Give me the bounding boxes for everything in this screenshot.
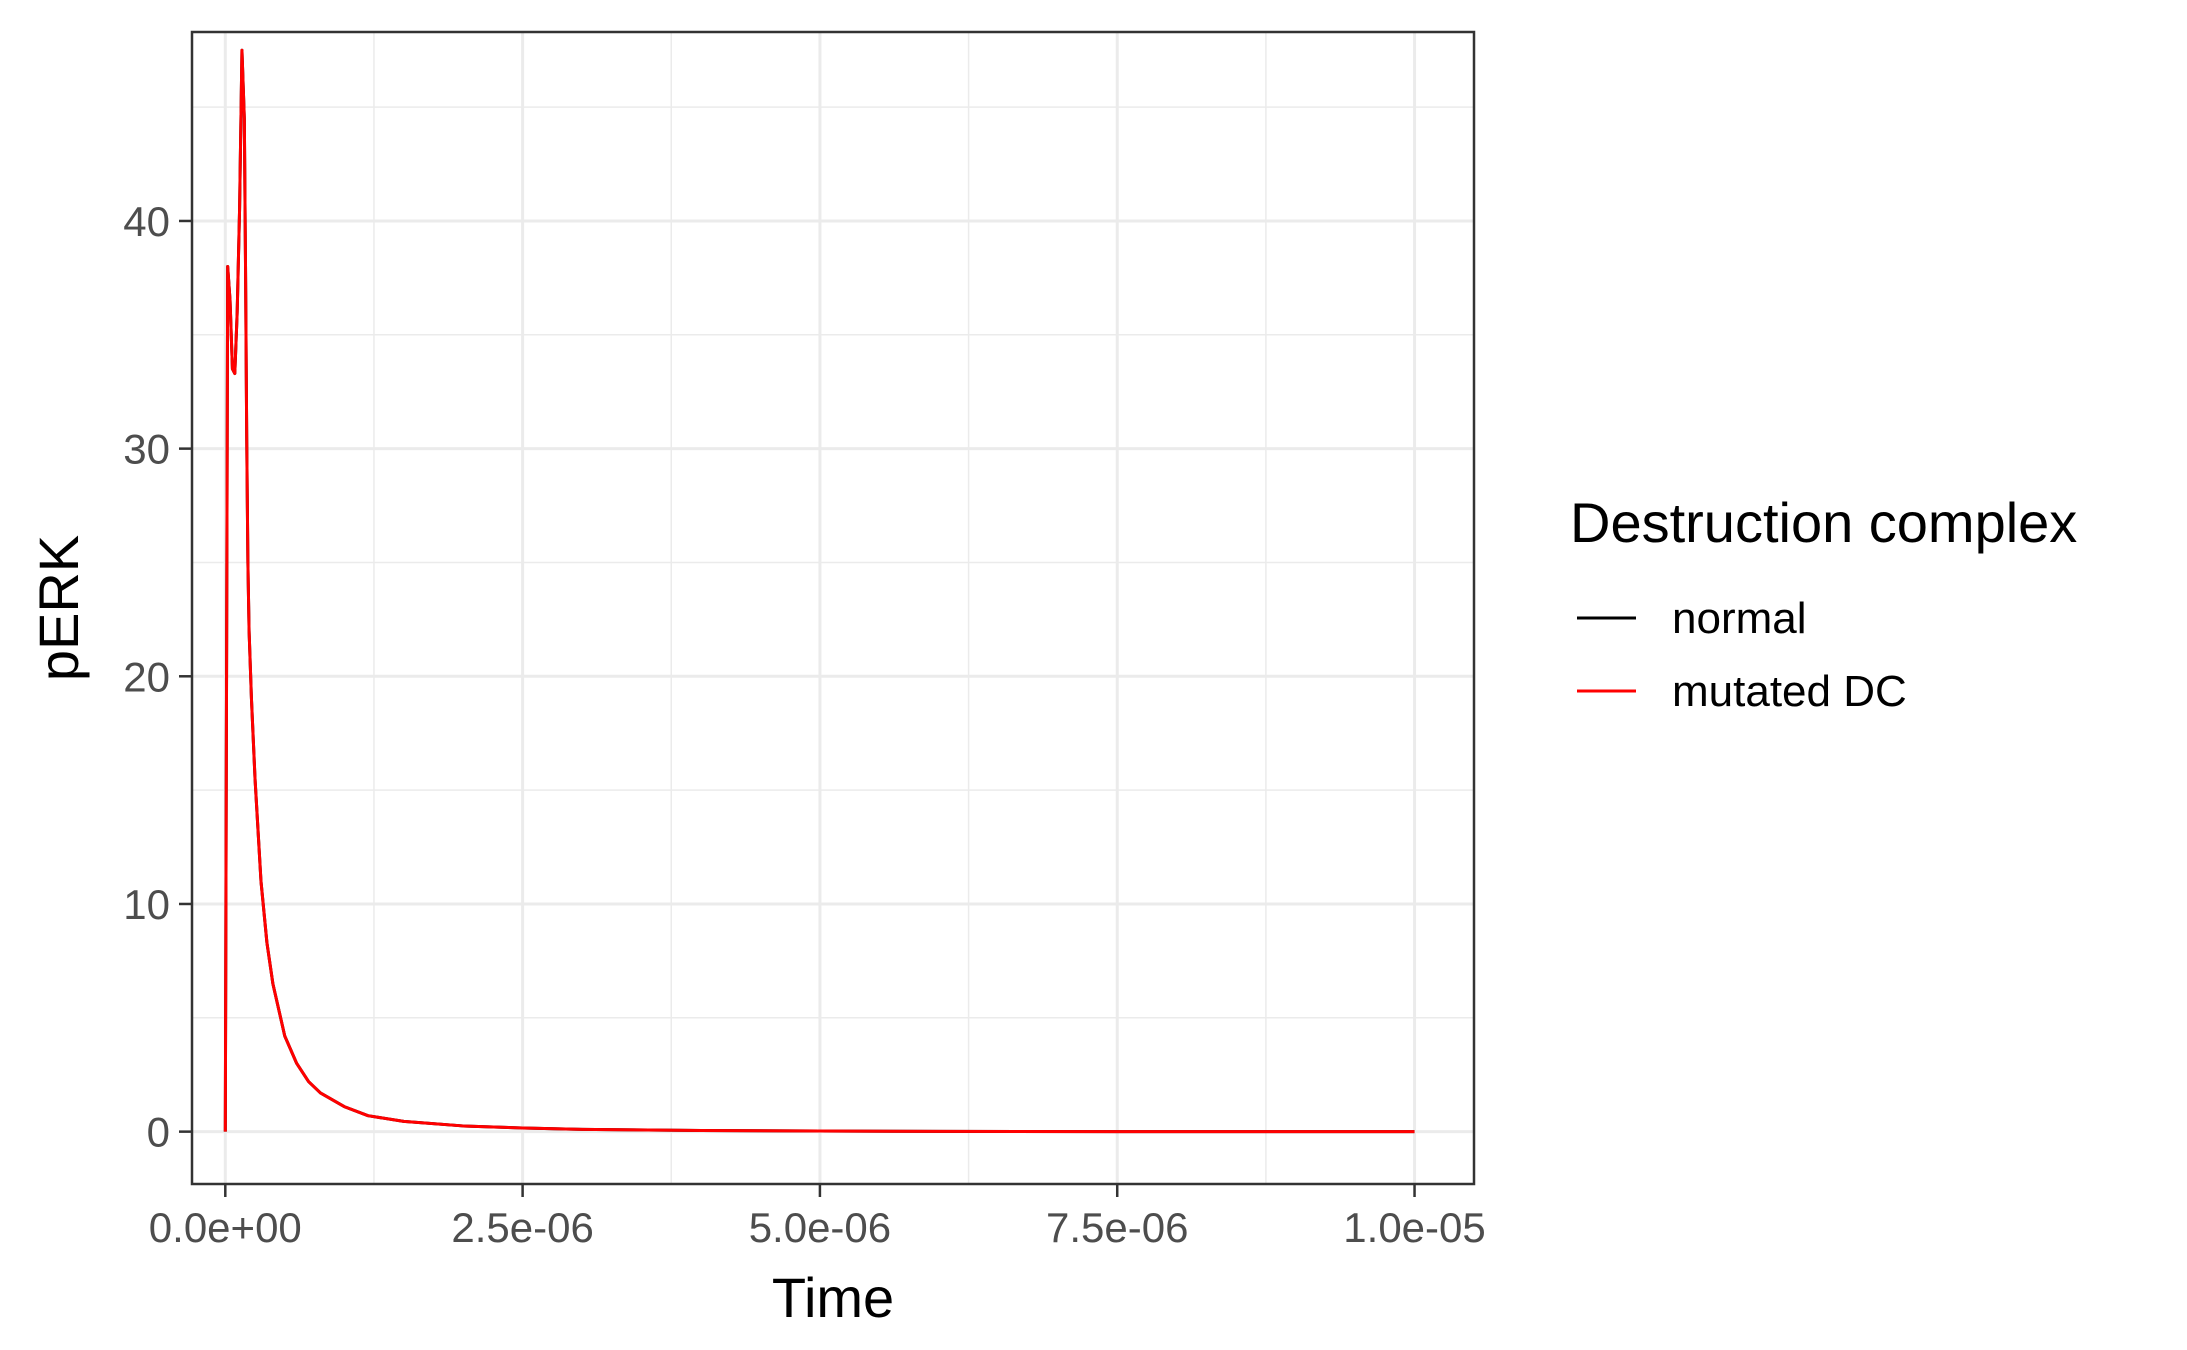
y-axis-title: pERK xyxy=(27,535,90,681)
x-tick-label: 7.5e-06 xyxy=(1046,1204,1188,1251)
legend-title: Destruction complex xyxy=(1570,491,2077,554)
x-tick-label: 2.5e-06 xyxy=(451,1204,593,1251)
series-layer xyxy=(223,48,1415,1134)
legend: Destruction complex normal mutated DC xyxy=(1570,491,2077,716)
minor-gridlines xyxy=(192,32,1474,1184)
legend-items: normal mutated DC xyxy=(1577,594,1907,716)
major-gridlines xyxy=(192,32,1474,1184)
series-line-mutated-dc xyxy=(223,48,1415,1134)
y-tick-label: 30 xyxy=(123,426,170,473)
y-tick-label: 20 xyxy=(123,653,170,700)
plot-border xyxy=(190,30,1476,1186)
x-tick-label: 5.0e-06 xyxy=(749,1204,891,1251)
legend-label-normal: normal xyxy=(1672,594,1807,643)
y-tick-label: 10 xyxy=(123,881,170,928)
y-axis-ticks: 0 10 20 30 40 xyxy=(123,198,192,1156)
y-tick-label: 0 xyxy=(147,1109,170,1156)
x-axis-ticks: 0.0e+00 2.5e-06 5.0e-06 7.5e-06 1.0e-05 xyxy=(149,1184,1486,1251)
x-tick-label: 1.0e-05 xyxy=(1343,1204,1485,1251)
legend-label-mutated-dc: mutated DC xyxy=(1672,667,1907,716)
x-axis-title: Time xyxy=(772,1266,894,1329)
x-tick-label: 0.0e+00 xyxy=(149,1204,302,1251)
y-tick-label: 40 xyxy=(123,198,170,245)
plot-background xyxy=(192,32,1474,1184)
